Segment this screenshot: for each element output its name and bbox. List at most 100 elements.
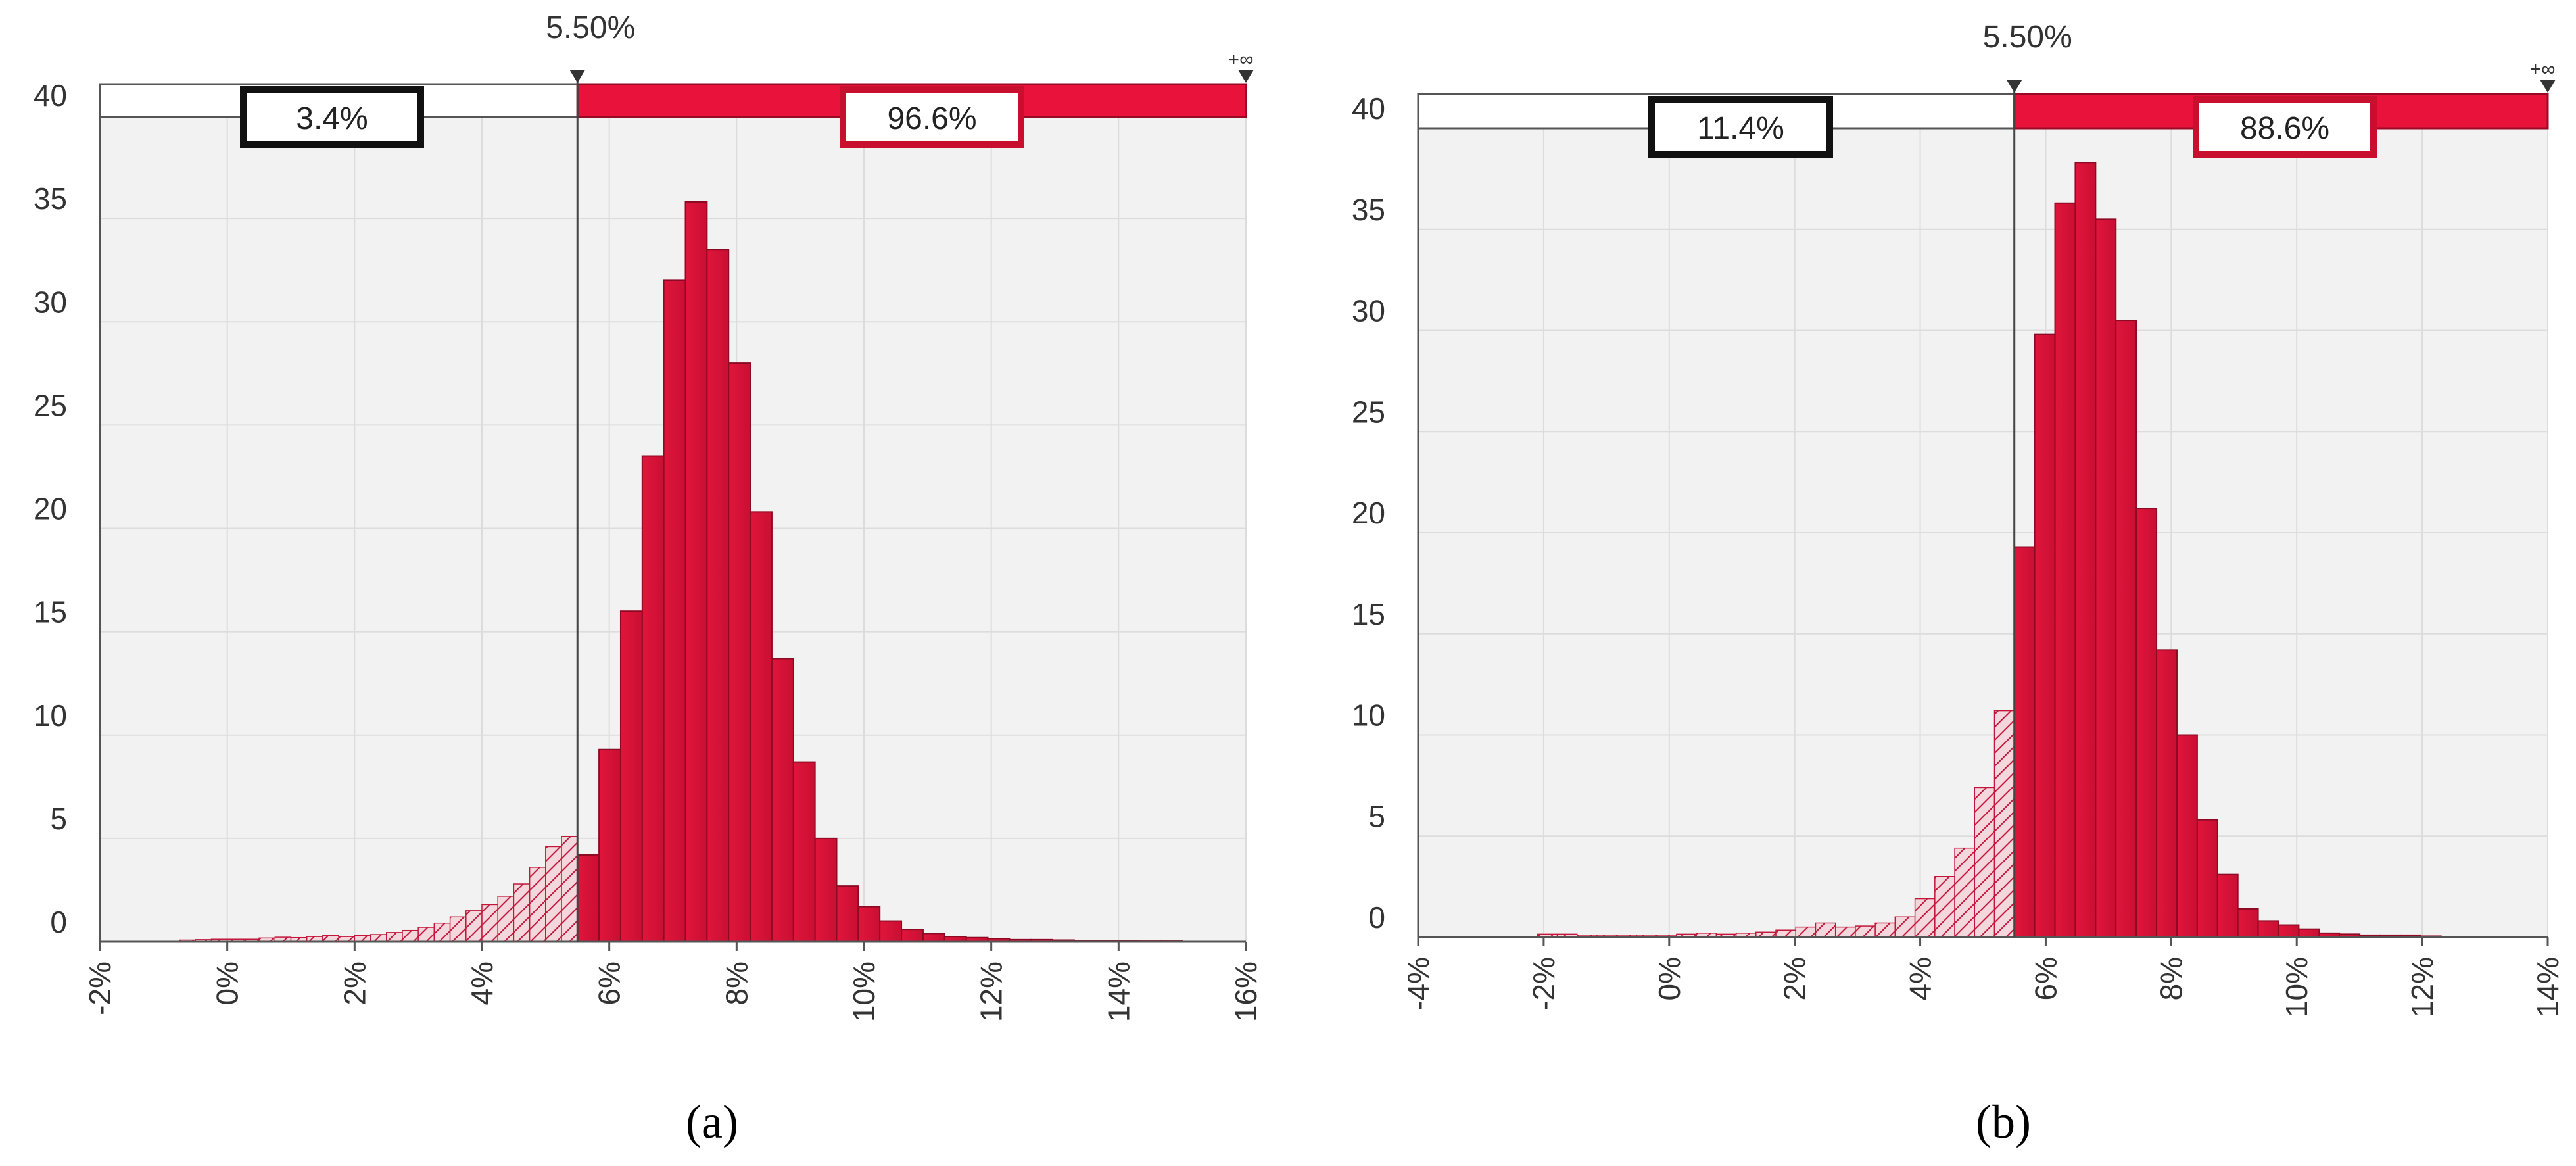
x-tick-label: -2%	[1527, 957, 1561, 1011]
histogram-bar-above-threshold	[641, 455, 665, 942]
histogram-bar-above-threshold	[598, 748, 621, 943]
x-tick-label: 14%	[2531, 957, 2565, 1017]
histogram-bar-below-threshold	[1815, 922, 1836, 938]
histogram-bar-above-threshold	[771, 658, 794, 942]
histogram-bar-below-threshold	[1834, 926, 1856, 938]
y-tick-label: 0	[50, 905, 67, 939]
histogram-bar-above-threshold	[2196, 819, 2218, 938]
histogram-bar-above-threshold	[2074, 162, 2097, 938]
y-tick-label: 30	[1352, 294, 1385, 328]
y-tick-label: 20	[34, 492, 67, 526]
histogram-bar-above-threshold	[857, 906, 881, 943]
x-tick-label: 16%	[1229, 961, 1263, 1022]
histogram-bar-above-threshold	[879, 920, 903, 942]
right-percent-box	[840, 86, 1024, 148]
histogram-bar-above-threshold	[2176, 734, 2198, 938]
histogram-bar-above-threshold	[2115, 320, 2137, 938]
histogram-bar-below-threshold	[1874, 922, 1896, 938]
histogram-bar-above-threshold	[2278, 924, 2300, 938]
histogram-bar-above-threshold	[2257, 920, 2279, 938]
y-tick-label: 40	[1352, 91, 1385, 126]
histogram-bar-above-threshold	[2298, 928, 2320, 938]
histogram-bar-above-threshold	[814, 837, 838, 942]
x-tick-label: -4%	[1401, 957, 1435, 1011]
histogram-bar-below-threshold	[465, 910, 483, 942]
histogram-bar-below-threshold	[529, 867, 546, 942]
histogram-bar-below-threshold	[1855, 925, 1876, 938]
y-tick-label: 0	[1368, 900, 1385, 935]
end-marker	[2540, 80, 2556, 93]
histogram-bar-below-threshold	[1914, 898, 1936, 938]
histogram-bar-above-threshold	[577, 854, 600, 943]
x-tick-label: 8%	[719, 961, 753, 1005]
histogram-bar-below-threshold	[1775, 929, 1797, 938]
histogram-bar-below-threshold	[1795, 926, 1817, 938]
threshold-marker	[2006, 80, 2022, 93]
chart-panel-b: -4% -2% 0% 2% 4% 6% 8% 10% 12% 14% 0 5 10 15 20 25 30 35 4…	[1352, 20, 2565, 1148]
histogram-bar-below-threshold	[481, 904, 498, 942]
left-percent-box	[1648, 96, 1833, 158]
end-label: +∞	[1228, 49, 1254, 70]
histogram-bar-above-threshold	[619, 610, 643, 942]
histogram-bar-above-threshold	[2135, 508, 2158, 938]
histogram-bar-above-threshold	[2237, 908, 2259, 938]
threshold-marker	[569, 70, 586, 83]
left-percent-label: 11.4%	[1697, 111, 1784, 146]
histogram-bar-above-threshold	[836, 885, 859, 942]
x-tick-label: 10%	[847, 961, 881, 1022]
histogram-bar-below-threshold	[370, 934, 387, 942]
chart-panel-a: -2% 0% 2% 4% 6% 8% 10% 12% 14% 16% 0 5 10 15 20 25 30 35 4…	[34, 11, 1263, 1148]
right-percent-label: 88.6%	[2240, 111, 2329, 146]
x-tick-label: 2%	[337, 961, 371, 1005]
histogram-bar-above-threshold	[2034, 333, 2056, 938]
y-tick-label: 30	[34, 285, 67, 319]
histogram-bar-below-threshold	[386, 932, 403, 942]
x-tick-label: 6%	[592, 961, 627, 1005]
y-tick-label: 10	[1352, 698, 1385, 733]
y-tick-label: 35	[1352, 193, 1385, 227]
histogram-bar-above-threshold	[684, 201, 708, 942]
x-tick-label: 8%	[2154, 957, 2188, 1000]
y-tick-label: 10	[34, 698, 67, 733]
histogram-bar-above-threshold	[922, 933, 945, 943]
histogram-bar-below-threshold	[417, 927, 435, 942]
histogram-bar-above-threshold	[2216, 873, 2239, 938]
histogram-bar-below-threshold	[402, 929, 419, 942]
x-tick-label: 2%	[1778, 957, 1812, 1000]
histogram-bar-below-threshold	[449, 916, 467, 942]
x-tick-label: 4%	[465, 961, 499, 1005]
histogram-bar-above-threshold	[706, 249, 730, 943]
y-tick-label: 5	[1368, 799, 1385, 833]
histogram-bar-below-threshold	[1954, 847, 1976, 938]
x-tick-label: 0%	[210, 961, 245, 1005]
y-tick-label: 25	[1352, 395, 1385, 429]
histogram-bar-above-threshold	[663, 279, 686, 942]
x-tick-label: 12%	[974, 961, 1009, 1022]
histogram-bar-above-threshold	[2095, 218, 2117, 938]
histogram-bar-above-threshold	[2013, 546, 2036, 938]
histogram-bar-above-threshold	[901, 929, 924, 943]
x-tick-label: 14%	[1101, 961, 1135, 1022]
x-tick-label: 10%	[2279, 957, 2314, 1017]
x-tick-label: 0%	[1652, 957, 1686, 1000]
y-tick-label: 5	[50, 802, 67, 836]
histogram-bar-below-threshold	[513, 883, 531, 942]
histogram-bar-above-threshold	[2156, 649, 2178, 938]
histogram-bar-below-threshold	[497, 896, 515, 942]
end-marker	[1238, 70, 1254, 83]
y-tick-label: 20	[1352, 496, 1385, 530]
threshold-label: 5.50%	[1983, 20, 2072, 55]
histogram-bar-below-threshold	[561, 835, 579, 942]
panel-label: (b)	[1976, 1096, 2031, 1148]
left-percent-label: 3.4%	[296, 101, 368, 136]
histogram-bar-above-threshold	[750, 511, 773, 942]
y-tick-label: 25	[34, 388, 67, 422]
histogram-bar-below-threshold	[1934, 876, 1955, 938]
histogram-bar-below-threshold	[1894, 916, 1916, 938]
histogram-bar-below-threshold	[1993, 710, 2015, 938]
y-tick-label: 35	[34, 182, 67, 216]
y-tick-label: 15	[1352, 597, 1385, 631]
x-tick-label: 4%	[1903, 957, 1938, 1000]
